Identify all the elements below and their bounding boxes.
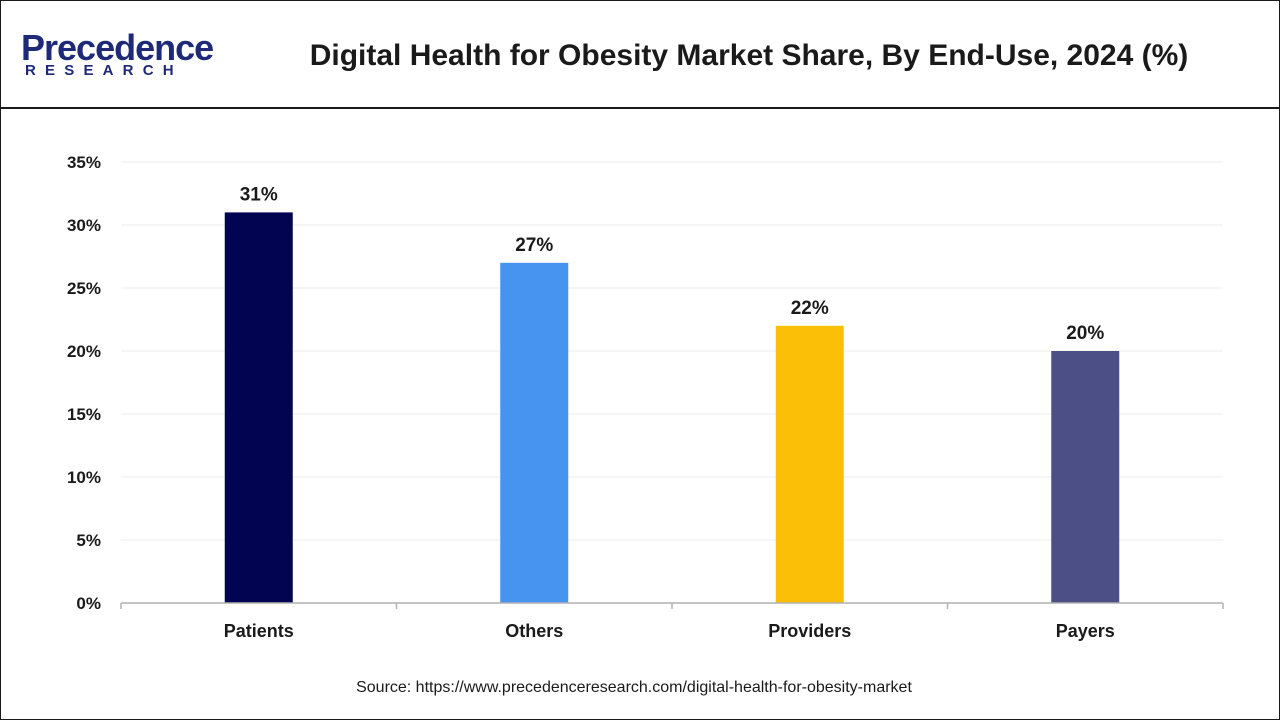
- bar-patients: [224, 212, 293, 603]
- header: Precedence RESEARCH Digital Health for O…: [1, 1, 1279, 109]
- data-label: 31%: [240, 184, 278, 205]
- y-axis-ticks: 0% 5% 10% 15% 20% 25% 30% 35%: [67, 153, 101, 613]
- precedence-research-logo: Precedence RESEARCH: [21, 29, 221, 85]
- logo-name: Precedence: [21, 27, 214, 68]
- data-label: 20%: [1066, 323, 1104, 344]
- x-axis: [120, 602, 1224, 609]
- y-tick-label: 15%: [67, 405, 101, 424]
- x-tick-label: Patients: [224, 621, 294, 641]
- y-tick-label: 0%: [76, 594, 101, 613]
- bar-others: [500, 262, 569, 603]
- x-axis-labels: Patients Others Providers Payers: [224, 621, 1115, 641]
- y-tick-label: 30%: [67, 216, 101, 235]
- bar-chart: 0% 5% 10% 15% 20% 25% 30% 35% 31% 27% 22% 20% Pati…: [67, 153, 1224, 641]
- bars: 31% 27% 22% 20%: [224, 184, 1120, 603]
- y-tick-label: 10%: [67, 468, 101, 487]
- y-tick-label: 20%: [67, 342, 101, 361]
- bar-providers: [775, 325, 844, 603]
- gridlines: [121, 161, 1223, 541]
- y-tick-label: 25%: [67, 279, 101, 298]
- chart-title: Digital Health for Obesity Market Share,…: [309, 39, 1189, 72]
- y-tick-label: 5%: [76, 531, 101, 550]
- data-label: 27%: [515, 235, 553, 256]
- bar-payers: [1051, 351, 1120, 603]
- logo-subtitle: RESEARCH: [25, 62, 183, 79]
- y-tick-label: 35%: [67, 153, 101, 172]
- source-note: Source: https://www.precedenceresearch.c…: [356, 679, 912, 696]
- x-tick-label: Payers: [1056, 621, 1115, 641]
- data-label: 22%: [791, 298, 829, 319]
- x-tick-label: Providers: [768, 621, 851, 641]
- x-tick-label: Others: [505, 621, 563, 641]
